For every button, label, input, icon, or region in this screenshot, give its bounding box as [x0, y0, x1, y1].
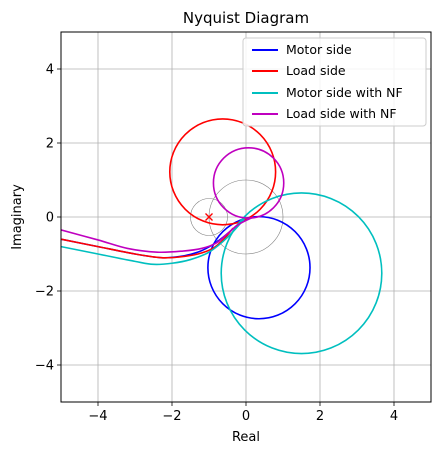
series-loop: [212, 147, 285, 219]
series-tail: [61, 227, 234, 259]
series-1: [61, 118, 277, 259]
legend-entry: Motor side: [252, 42, 352, 57]
series-loop: [207, 215, 311, 320]
reference-circle: [190, 198, 228, 236]
x-tick-label: −2: [162, 409, 181, 424]
series-tail: [61, 216, 247, 266]
series-loop: [220, 192, 383, 355]
critical-point-marker: [205, 213, 213, 221]
legend-box: [242, 37, 427, 127]
series-loop: [168, 118, 277, 226]
legend-entry: Motor side with NF: [252, 85, 403, 100]
y-axis-label: Imaginary: [10, 184, 25, 250]
x-axis-label: Real: [232, 430, 260, 445]
y-tick-label: −2: [35, 285, 54, 300]
x-ticks: −4 −2 0 2 4: [88, 402, 398, 424]
legend-label-load-side-nf: Load side with NF: [286, 106, 397, 121]
x-tick-label: 0: [242, 409, 250, 424]
legend-label-motor-side: Motor side: [286, 42, 352, 57]
y-tick-label: 4: [46, 63, 54, 78]
y-tick-label: 0: [46, 211, 54, 226]
legend: Motor side Load side Motor side with NF …: [242, 37, 427, 127]
chart-title: Nyquist Diagram: [183, 9, 309, 27]
critical-point-x-stroke: [205, 213, 213, 221]
series-tail: [61, 216, 254, 254]
series-lines: [61, 118, 383, 355]
series-3: [61, 147, 285, 254]
legend-label-motor-side-nf: Motor side with NF: [286, 85, 403, 100]
x-tick-label: −4: [88, 409, 107, 424]
y-tick-label: 2: [46, 137, 54, 152]
legend-entry: Load side: [252, 63, 346, 78]
legend-label-load-side: Load side: [286, 63, 346, 78]
x-tick-label: 2: [316, 409, 324, 424]
legend-entry: Load side with NF: [252, 106, 397, 121]
y-tick-label: −4: [35, 359, 54, 374]
x-tick-label: 4: [390, 409, 398, 424]
y-ticks: −4 −2 0 2 4: [35, 63, 61, 374]
series-2: [61, 192, 383, 355]
